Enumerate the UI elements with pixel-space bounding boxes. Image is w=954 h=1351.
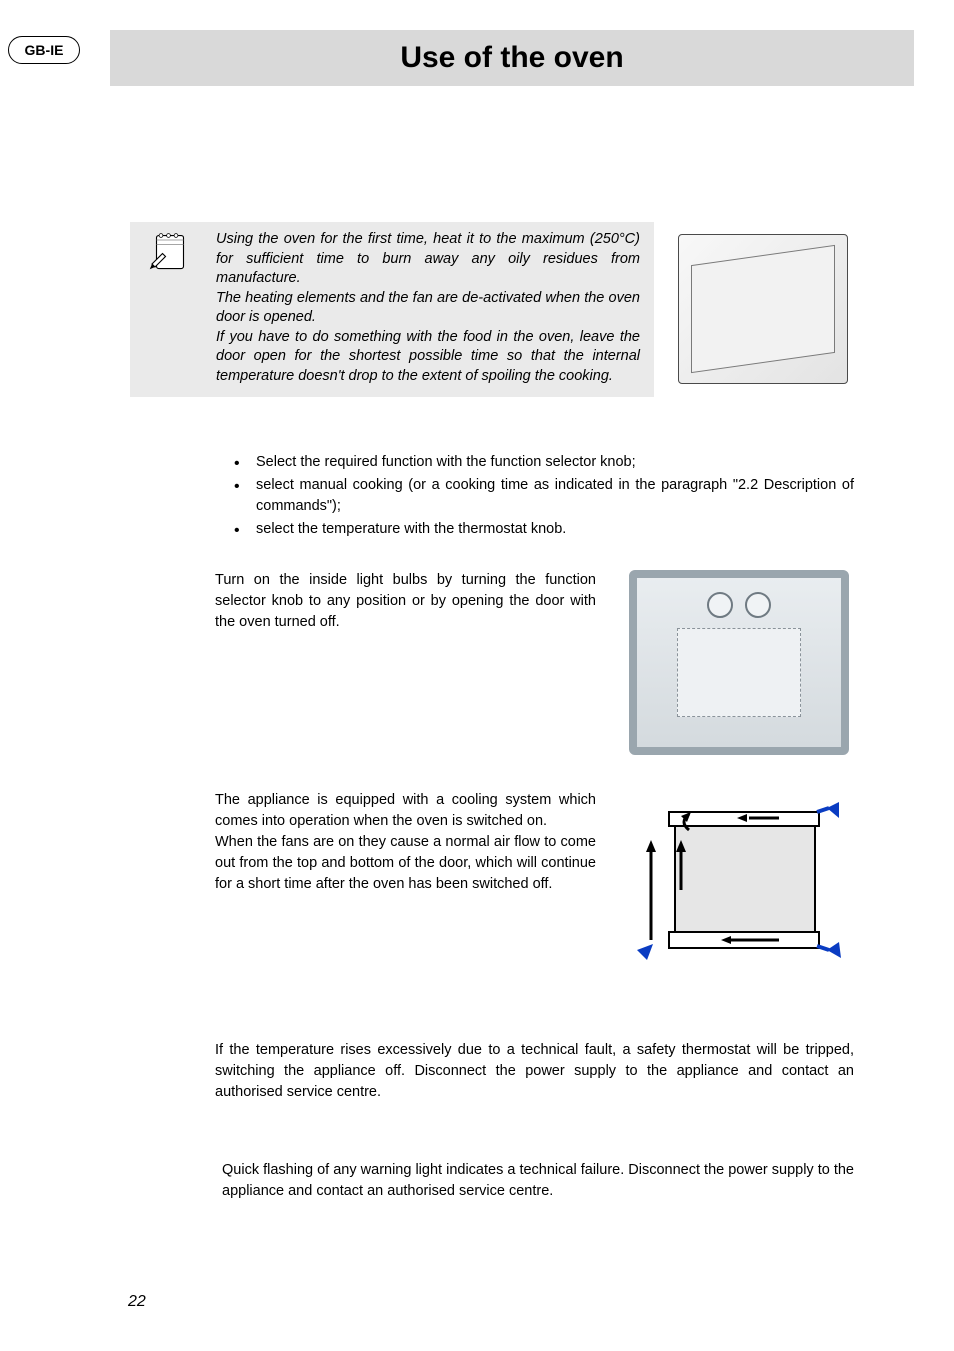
page-number: 22 [128,1293,146,1311]
notepad-icon [146,228,194,276]
cooling-row: The appliance is equipped with a cooling… [215,790,854,965]
cooling-image [624,790,854,965]
oven-open-door-illustration [678,234,848,384]
header-band: Use of the oven [110,30,914,86]
inside-light-text: Turn on the inside light bulbs by turnin… [215,570,596,755]
note-icon-column [130,222,210,397]
page-title: Use of the oven [400,41,623,75]
bullet-select-temperature: select the temperature with the thermost… [230,519,854,540]
note-p2: The heating elements and the fan are de-… [216,290,640,326]
oven-interior-illustration [629,570,849,755]
cooling-p2: When the fans are on they cause a normal… [215,834,596,892]
note-p3: If you have to do something with the foo… [216,329,640,384]
operation-steps: Select the required function with the fu… [230,452,854,542]
bullet-select-function: Select the required function with the fu… [230,452,854,473]
cooling-text: The appliance is equipped with a cooling… [215,790,596,965]
lamp-icon [745,592,771,618]
safety-thermostat-paragraph: If the temperature rises excessively due… [215,1040,854,1103]
first-use-note: Using the oven for the first time, heat … [130,222,854,397]
inside-light-row: Turn on the inside light bulbs by turnin… [215,570,854,755]
bullet-select-cooking: select manual cooking (or a cooking time… [230,475,854,517]
note-oven-image [654,222,854,397]
fault-warning-paragraph: Quick flashing of any warning light indi… [222,1160,854,1202]
lamp-icon [707,592,733,618]
cooling-airflow-illustration [629,790,849,965]
inside-light-image [624,570,854,755]
region-badge: GB-IE [8,36,80,64]
cooling-p1: The appliance is equipped with a cooling… [215,792,596,829]
note-p1: Using the oven for the first time, heat … [216,231,640,286]
note-text: Using the oven for the first time, heat … [210,222,654,397]
